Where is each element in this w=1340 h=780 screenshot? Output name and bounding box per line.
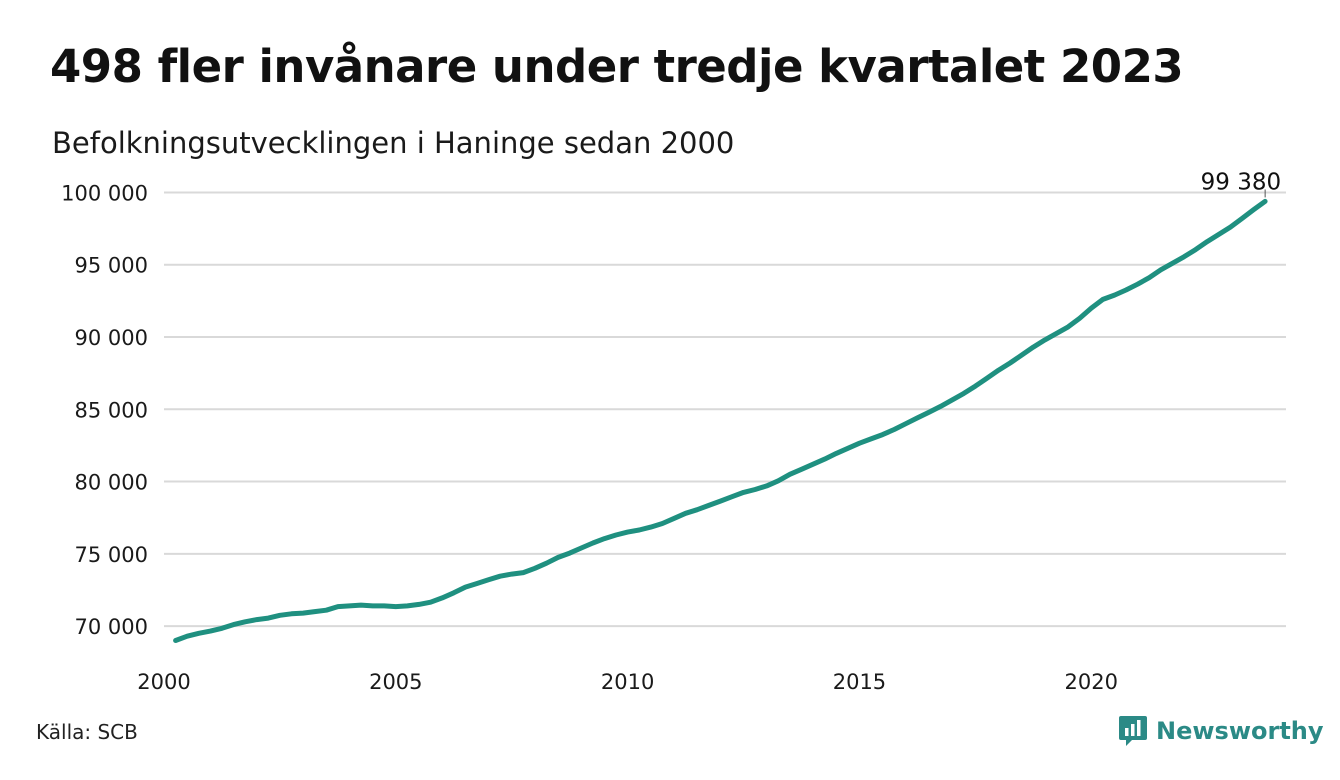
end-value-label: 99 380	[1201, 169, 1281, 195]
y-tick-label: 70 000	[75, 615, 148, 639]
x-tick-label: 2020	[1065, 670, 1118, 694]
x-tick-label: 2010	[601, 670, 654, 694]
y-axis-ticks: 70 000 75 000 80 000 85 000 90 000 95 000 100 …	[61, 181, 148, 639]
population-line	[173, 198, 1268, 643]
y-tick-label: 85 000	[75, 398, 148, 422]
y-tick-label: 75 000	[75, 543, 148, 567]
x-tick-label: 2005	[369, 670, 422, 694]
newsworthy-logo-icon	[1119, 716, 1147, 746]
y-tick-label: 100 000	[61, 181, 148, 205]
line-chart: 70 000 75 000 80 000 85 000 90 000 95 000 100 …	[61, 169, 1286, 694]
x-tick-label: 2000	[137, 670, 190, 694]
brand-name: Newsworthy	[1156, 717, 1324, 745]
chart-title: 498 fler invånare under tredje kvartalet…	[50, 40, 1184, 93]
x-axis-ticks: 2000 2005 2010 2015 2020	[137, 670, 1118, 694]
source-note: Källa: SCB	[36, 720, 138, 744]
y-tick-label: 95 000	[75, 254, 148, 278]
brand-logo: Newsworthy	[1118, 714, 1324, 748]
y-tick-label: 90 000	[75, 326, 148, 350]
x-tick-label: 2015	[833, 670, 886, 694]
y-tick-label: 80 000	[75, 471, 148, 495]
chart-subtitle: Befolkningsutvecklingen i Haninge sedan …	[52, 126, 735, 160]
grid-lines	[164, 191, 1286, 628]
